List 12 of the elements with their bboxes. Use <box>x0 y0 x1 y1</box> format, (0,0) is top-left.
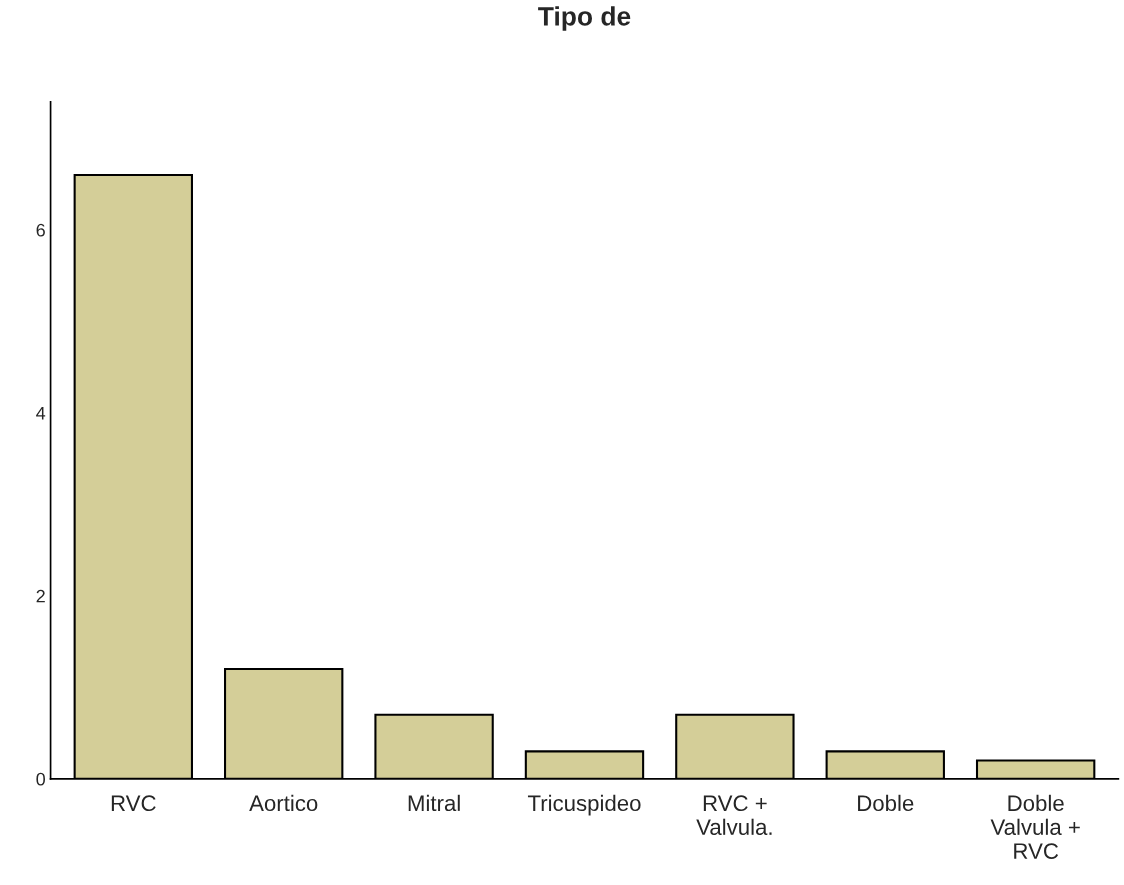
x-tick-label: Tricuspideo <box>527 794 641 816</box>
x-tick-label: RVC <box>111 795 156 812</box>
x-tick-label: Doble Valvula + RVC <box>990 794 1080 859</box>
chart-title: Tipo de <box>538 6 631 31</box>
x-tick-label: Mitral <box>408 794 460 812</box>
y-tick-label: 6 <box>36 223 45 237</box>
x-tick-label: Doble <box>858 794 914 812</box>
y-tick-label: 4 <box>36 406 46 420</box>
x-tick-label: Aortico <box>249 794 318 812</box>
y-tick-label: 2 <box>36 589 45 603</box>
x-tick-label: RVC + Valvula. <box>696 795 772 836</box>
y-tick-label: 0 <box>36 772 46 786</box>
